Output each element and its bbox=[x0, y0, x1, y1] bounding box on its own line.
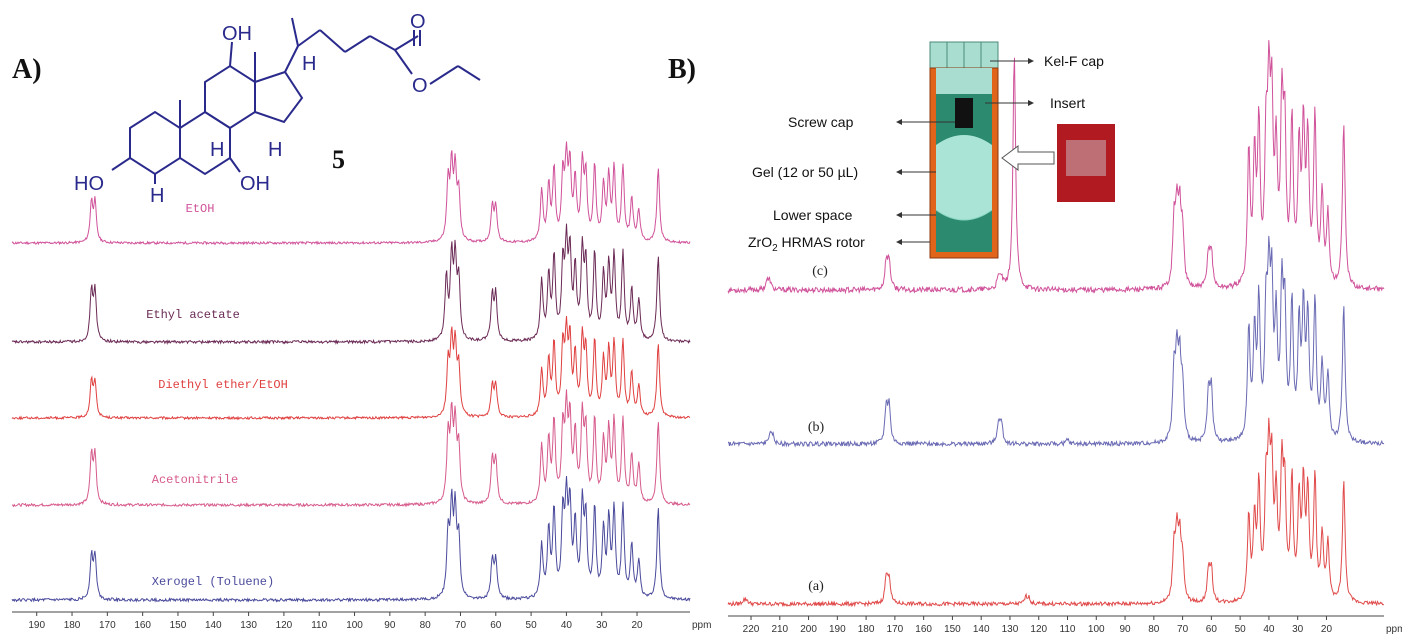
x-tick-label: 150 bbox=[944, 624, 961, 635]
x-tick-label: 180 bbox=[64, 620, 81, 631]
spectrum-trace bbox=[11, 389, 691, 508]
label-rotor: ZrO2 HRMAS rotor bbox=[748, 234, 865, 254]
spectrum-label: Ethyl acetate bbox=[146, 308, 240, 322]
atom-h-14: H bbox=[268, 139, 282, 161]
x-tick-label: 110 bbox=[311, 620, 327, 631]
x-tick-label: 130 bbox=[240, 620, 257, 631]
panel-a-label: A) bbox=[12, 54, 42, 85]
x-tick-label: 30 bbox=[1292, 624, 1304, 635]
spectrum-trace bbox=[11, 315, 691, 421]
spectrum-label: Diethyl ether/EtOH bbox=[158, 378, 288, 392]
x-tick-label: 220 bbox=[743, 624, 760, 635]
atom-oh-7: OH bbox=[240, 173, 270, 195]
panel-b-axis: 220 210 200 190 180 170 160 150 140 130 120 110 100 9… bbox=[728, 615, 1402, 635]
x-tick-label: 170 bbox=[887, 624, 904, 635]
x-tick-label: 120 bbox=[1030, 624, 1047, 635]
atom-h-17: H bbox=[302, 53, 316, 75]
x-tick-label: 20 bbox=[631, 620, 643, 631]
x-tick-label: 210 bbox=[771, 624, 788, 635]
x-tick-label: 90 bbox=[384, 620, 396, 631]
atom-o-ester: O bbox=[412, 75, 428, 97]
spectrum-label: Xerogel (Toluene) bbox=[152, 575, 274, 589]
panel-a-spectra: EtOH Ethyl acetate Diethyl ether/EtOH Aceto… bbox=[11, 141, 691, 604]
label-gel: Gel (12 or 50 µL) bbox=[752, 164, 858, 180]
x-axis-unit: ppm bbox=[1386, 624, 1402, 635]
spectrum-trace bbox=[727, 235, 1385, 448]
x-tick-label: 80 bbox=[1148, 624, 1160, 635]
x-tick-label: 180 bbox=[858, 624, 875, 635]
compound-number: 5 bbox=[332, 145, 345, 174]
atom-h-5: H bbox=[150, 185, 164, 207]
x-tick-label: 60 bbox=[490, 620, 502, 631]
x-tick-label: 40 bbox=[561, 620, 573, 631]
x-tick-label: 70 bbox=[455, 620, 467, 631]
spectrum-label: (a) bbox=[808, 579, 824, 594]
label-lower-space: Lower space bbox=[773, 207, 853, 223]
x-tick-label: 60 bbox=[1206, 624, 1218, 635]
x-tick-label: 150 bbox=[170, 620, 187, 631]
spectrum-trace bbox=[11, 475, 691, 604]
spectrum-trace bbox=[11, 223, 691, 345]
x-tick-label: 140 bbox=[973, 624, 990, 635]
structure-atom-labels: OH H O O H H HO H OH bbox=[74, 11, 428, 207]
atom-oh-12: OH bbox=[222, 23, 252, 45]
gel-volume bbox=[936, 135, 992, 220]
x-tick-label: 130 bbox=[1002, 624, 1019, 635]
x-tick-label: 20 bbox=[1321, 624, 1333, 635]
x-tick-label: 120 bbox=[276, 620, 293, 631]
atom-ho-3: HO bbox=[74, 173, 104, 195]
structure-compound-5 bbox=[111, 17, 481, 184]
spectrum-label: (c) bbox=[812, 264, 828, 279]
x-tick-label: 70 bbox=[1177, 624, 1189, 635]
x-tick-label: 50 bbox=[526, 620, 538, 631]
x-tick-label: 200 bbox=[800, 624, 817, 635]
spectrum-label: (b) bbox=[808, 420, 825, 435]
atom-h-9: H bbox=[210, 139, 224, 161]
x-tick-label: 90 bbox=[1119, 624, 1131, 635]
x-tick-label: 80 bbox=[420, 620, 432, 631]
x-tick-label: 160 bbox=[134, 620, 151, 631]
rotor-upper-cap bbox=[936, 68, 992, 94]
panel-b-label: B) bbox=[668, 54, 696, 85]
x-tick-label: 50 bbox=[1235, 624, 1247, 635]
rotor-callouts bbox=[896, 58, 1034, 245]
spectrum-trace bbox=[727, 417, 1385, 608]
label-kel-f-cap: Kel-F cap bbox=[1044, 53, 1104, 69]
atom-o-carbonyl: O bbox=[410, 11, 426, 33]
spectrum-trace bbox=[11, 141, 691, 246]
spectrum-label: EtOH bbox=[186, 202, 215, 216]
x-tick-label: 40 bbox=[1263, 624, 1275, 635]
x-tick-label: 140 bbox=[205, 620, 222, 631]
x-axis-unit: ppm bbox=[692, 620, 711, 631]
label-screw-cap: Screw cap bbox=[788, 114, 854, 130]
x-tick-label: 190 bbox=[829, 624, 846, 635]
spectrum-label: Acetonitrile bbox=[152, 473, 238, 487]
x-tick-label: 30 bbox=[596, 620, 608, 631]
label-insert: Insert bbox=[1050, 95, 1085, 111]
x-tick-label: 110 bbox=[1060, 624, 1076, 635]
screw-cap bbox=[955, 98, 973, 128]
x-tick-label: 160 bbox=[915, 624, 932, 635]
spectrum-trace bbox=[727, 40, 1385, 295]
x-tick-label: 100 bbox=[1088, 624, 1105, 635]
panel-a-axis: 190 180 170 160 150 140 130 120 110 100 90 80 70 60 50… bbox=[12, 611, 711, 631]
panel-b-spectra: (c) (b) (a) bbox=[727, 40, 1385, 608]
x-tick-label: 170 bbox=[99, 620, 116, 631]
hrmas-rotor-diagram bbox=[929, 41, 1115, 259]
x-tick-label: 100 bbox=[346, 620, 363, 631]
x-tick-label: 190 bbox=[28, 620, 45, 631]
